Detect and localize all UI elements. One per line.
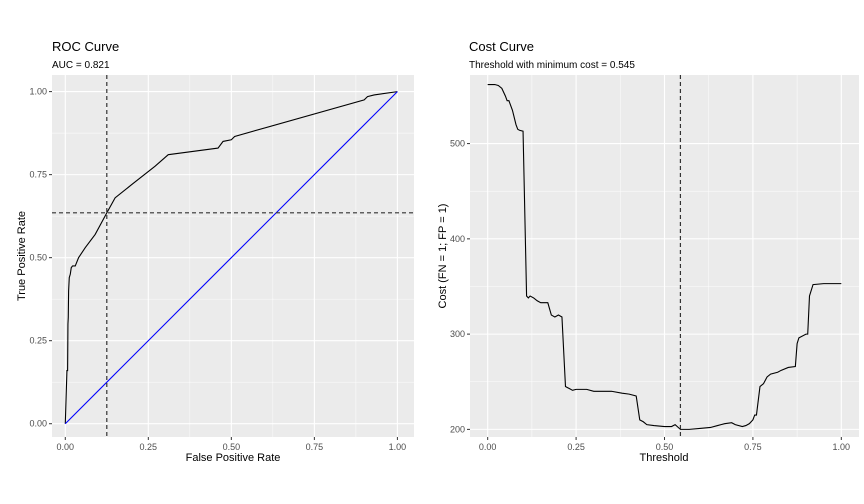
roc-y-tick-label: 1.00	[29, 87, 47, 97]
cost-y-axis: 200 300 400 500	[450, 139, 470, 434]
cost-y-axis-title: Cost (FN = 1; FP = 1)	[437, 204, 449, 309]
cost-x-tick-label: 0.75	[744, 442, 762, 452]
cost-y-tick-label: 200	[450, 424, 465, 434]
roc-panel: ROC Curve AUC = 0.821 0.00 0.25 0.50 0.75 1.…	[16, 39, 414, 464]
roc-y-tick-label: 0.00	[29, 419, 47, 429]
cost-series	[487, 83, 842, 430]
roc-x-tick-label: 0.00	[57, 442, 75, 452]
roc-y-tick-label: 0.75	[29, 170, 47, 180]
cost-y-tick-label: 300	[450, 329, 465, 339]
cost-title: Cost Curve	[469, 39, 534, 54]
cost-x-axis-title: Threshold	[640, 452, 689, 464]
roc-subtitle: AUC = 0.821	[52, 60, 110, 71]
cost-subtitle: Threshold with minimum cost = 0.545	[469, 60, 635, 71]
roc-x-axis-title: False Positive Rate	[186, 452, 281, 464]
cost-panel: Cost Curve Threshold with minimum cost =…	[437, 39, 859, 464]
roc-reference-lines	[52, 75, 414, 437]
roc-x-tick-label: 1.00	[389, 442, 407, 452]
cost-x-axis: 0.00 0.25 0.50 0.75 1.00	[479, 437, 850, 452]
cost-y-tick-label: 400	[450, 234, 465, 244]
roc-x-tick-label: 0.25	[140, 442, 158, 452]
roc-series-line-1	[64, 91, 398, 425]
roc-y-tick-label: 0.50	[29, 253, 47, 263]
roc-x-axis: 0.00 0.25 0.50 0.75 1.00	[57, 437, 407, 452]
cost-grid	[470, 75, 859, 437]
roc-y-axis-title: True Positive Rate	[16, 211, 28, 301]
cost-x-tick-label: 1.00	[833, 442, 851, 452]
roc-series	[64, 91, 398, 425]
roc-y-tick-label: 0.25	[29, 336, 47, 346]
cost-x-tick-label: 0.00	[479, 442, 497, 452]
cost-y-tick-label: 500	[450, 139, 465, 149]
roc-title: ROC Curve	[52, 39, 119, 54]
cost-series-line-0	[487, 83, 842, 430]
roc-grid	[52, 75, 414, 437]
roc-x-tick-label: 0.75	[306, 442, 324, 452]
roc-y-axis: 0.00 0.25 0.50 0.75 1.00	[29, 87, 52, 429]
roc-x-tick-label: 0.50	[223, 442, 241, 452]
cost-x-tick-label: 0.50	[656, 442, 674, 452]
cost-x-tick-label: 0.25	[567, 442, 585, 452]
roc-series-line-0	[64, 91, 398, 424]
